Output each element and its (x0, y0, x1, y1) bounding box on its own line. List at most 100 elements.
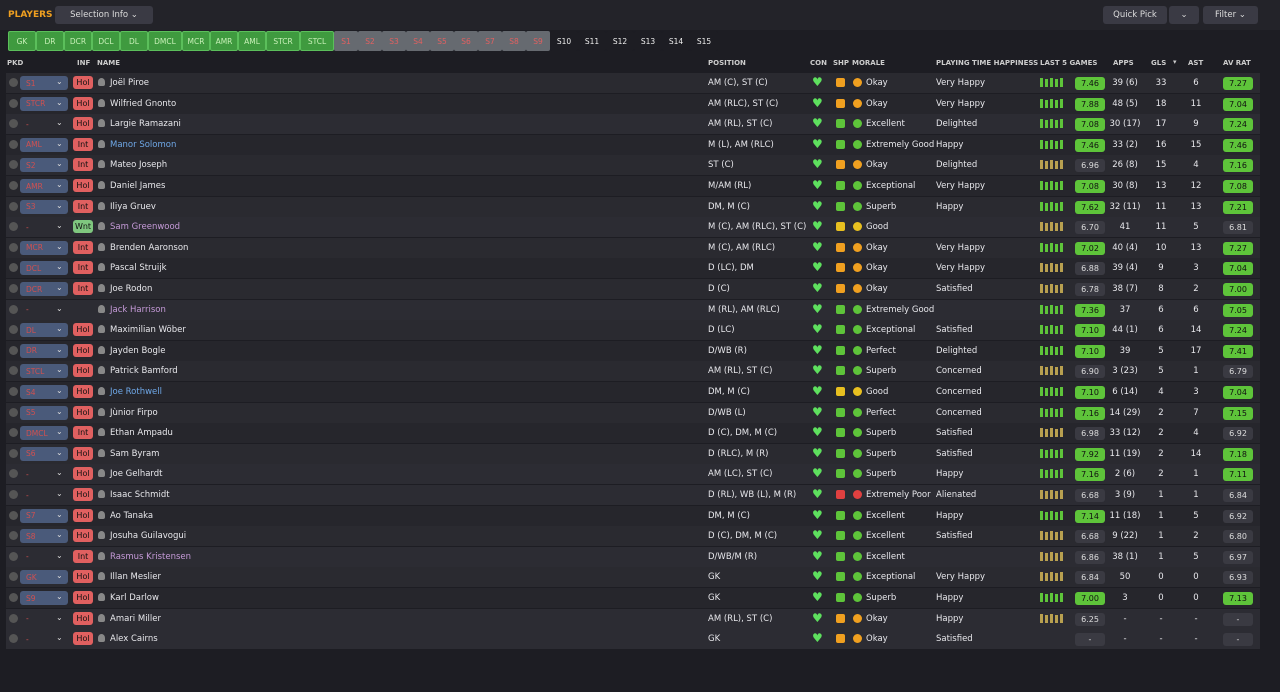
pick-selector[interactable]: AMR (20, 179, 68, 193)
position-slot[interactable]: S14 (662, 31, 690, 51)
player-row[interactable]: - ⌄ Hol Alex Cairns GK ♥ Okay Satisfied - - - - - (6, 629, 1260, 650)
position-slot[interactable]: MCR (182, 31, 210, 51)
player-row[interactable]: - ⌄ Hol Joe Gelhardt AM (LC), ST (C) ♥ Superb H… (6, 464, 1260, 485)
position-slot[interactable]: S4 (406, 31, 430, 51)
player-row[interactable]: S8 ⌄ Hol Josuha Guilavogui D (C), DM, M (C) ♥… (6, 526, 1260, 547)
pick-selector[interactable]: S7 (20, 508, 68, 523)
player-row[interactable]: DL ⌄ Hol Maximilian Wöber D (LC) ♥ Exceptional… (6, 320, 1260, 341)
quick-pick-menu[interactable]: ⌄ (1169, 6, 1199, 24)
position-slot[interactable]: S7 (478, 31, 502, 51)
position-slot[interactable]: DCL (92, 31, 120, 51)
position-slot[interactable]: DR (36, 31, 64, 51)
player-name[interactable]: Daniel James (110, 181, 166, 191)
pick-selector[interactable]: AML (20, 137, 68, 152)
pick-selector[interactable]: - (20, 467, 68, 482)
position-slot[interactable]: S9 (526, 31, 550, 51)
position-slot[interactable]: S12 (606, 31, 634, 51)
pick-selector[interactable]: MCR (20, 240, 68, 255)
player-name[interactable]: Pascal Struijk (110, 263, 167, 274)
pick-selector[interactable]: - (20, 632, 68, 647)
pick-selector[interactable]: - (20, 611, 68, 626)
player-row[interactable]: - ⌄ Int Rasmus Kristensen D/WB/M (R) ♥ Excelle… (6, 546, 1260, 567)
player-name[interactable]: Amari Miller (110, 613, 162, 624)
pick-selector[interactable]: GK (20, 570, 68, 585)
player-name[interactable]: Alex Cairns (110, 634, 158, 645)
player-name[interactable]: Patrick Bamford (110, 366, 178, 377)
position-slot[interactable]: DCR (64, 31, 92, 51)
position-slot[interactable]: S11 (578, 31, 606, 51)
player-name[interactable]: Jayden Bogle (110, 345, 166, 356)
player-name[interactable]: Karl Darlow (110, 593, 159, 603)
player-name[interactable]: Wilfried Gnonto (110, 98, 177, 109)
position-slot[interactable]: DMCL (148, 31, 182, 51)
player-row[interactable]: STCR ⌄ Hol Wilfried Gnonto AM (RLC), ST (C) ♥… (6, 93, 1260, 114)
player-name[interactable]: Brenden Aaronson (110, 242, 189, 253)
pick-selector[interactable]: DCL (20, 261, 68, 276)
player-row[interactable]: S5 ⌄ Hol Jùnior Firpo D/WB (L) ♥ Perfect Concer… (6, 402, 1260, 423)
pick-selector[interactable]: DL (20, 323, 68, 338)
player-name[interactable]: Ethan Ampadu (110, 428, 173, 439)
pick-selector[interactable]: S6 (20, 446, 68, 461)
player-name[interactable]: Illan Meslier (110, 572, 161, 583)
player-row[interactable]: DR ⌄ Hol Jayden Bogle D/WB (R) ♥ Perfect Deligh… (6, 340, 1260, 361)
player-name[interactable]: Isaac Schmidt (110, 490, 170, 500)
player-name[interactable]: Joël Piroe (110, 78, 150, 88)
player-name[interactable]: Sam Byram (110, 448, 160, 459)
player-name[interactable]: Iliya Gruev (110, 201, 156, 212)
pick-selector[interactable]: S4 (20, 385, 68, 399)
player-row[interactable]: STCL ⌄ Hol Patrick Bamford AM (RL), ST (C) ♥ S… (6, 361, 1260, 382)
player-row[interactable]: - ⌄ Hol Amari Miller AM (RL), ST (C) ♥ Okay Hap… (6, 608, 1260, 629)
player-row[interactable]: S2 ⌄ Int Mateo Joseph ST (C) ♥ Okay Delighted 6.… (6, 155, 1260, 176)
player-row[interactable]: - ⌄ Hol Largie Ramazani AM (RL), ST (C) ♥ Exce… (6, 114, 1260, 135)
player-row[interactable]: AML ⌄ Int Manor Solomon M (L), AM (RLC) ♥ Extr… (6, 134, 1260, 155)
pick-selector[interactable]: S3 (20, 199, 68, 214)
player-row[interactable]: - ⌄ Hol Isaac Schmidt D (RL), WB (L), M (R) ♥… (6, 485, 1260, 505)
player-name[interactable]: Manor Solomon (110, 139, 177, 150)
pick-selector[interactable]: STCR (20, 96, 68, 111)
filter[interactable]: Filter ⌄ (1203, 6, 1258, 24)
position-slot[interactable]: S3 (382, 31, 406, 51)
player-row[interactable]: S4 ⌄ Hol Joe Rothwell DM, M (C) ♥ Good Concerne… (6, 382, 1260, 402)
player-row[interactable]: S1 ⌄ Hol Joël Piroe AM (C), ST (C) ♥ Okay Very … (6, 73, 1260, 93)
position-slot[interactable]: S8 (502, 31, 526, 51)
position-slot[interactable]: AMR (210, 31, 238, 51)
selection-info[interactable]: Selection Info ⌄ (55, 6, 153, 24)
player-row[interactable]: DMCL ⌄ Int Ethan Ampadu D (C), DM, M (C) ♥ Sup… (6, 423, 1260, 444)
position-slot[interactable]: S10 (550, 31, 578, 51)
position-slot[interactable]: S15 (690, 31, 718, 51)
player-row[interactable]: S3 ⌄ Int Iliya Gruev DM, M (C) ♥ Superb Happy 7.… (6, 196, 1260, 217)
position-slot[interactable]: AML (238, 31, 266, 51)
player-row[interactable]: - ⌄ Wnt Sam Greenwood M (C), AM (RLC), ST (C… (6, 217, 1260, 238)
pick-selector[interactable]: S5 (20, 405, 68, 420)
position-slot[interactable]: DL (120, 31, 148, 51)
pick-selector[interactable]: S8 (20, 529, 68, 544)
player-name[interactable]: Maximilian Wöber (110, 325, 186, 336)
player-row[interactable]: S9 ⌄ Hol Karl Darlow GK ♥ Superb Happy 7.00 3 0 0 7.… (6, 588, 1260, 608)
player-name[interactable]: Joe Rodon (110, 284, 153, 294)
pick-selector[interactable]: S1 (20, 76, 68, 90)
player-name[interactable]: Largie Ramazani (110, 119, 181, 130)
quick-pick[interactable]: Quick Pick (1103, 6, 1167, 24)
position-slot[interactable]: S2 (358, 31, 382, 51)
player-row[interactable]: - ⌄ Jack Harrison M (RL), AM (RLC) ♥ Extremel… (6, 299, 1260, 320)
pick-selector[interactable]: DMCL (20, 426, 68, 441)
position-slot[interactable]: GK (8, 31, 36, 51)
player-name[interactable]: Josuha Guilavogui (110, 531, 187, 542)
player-row[interactable]: DCR ⌄ Int Joe Rodon D (C) ♥ Okay Satisfied 6.78 3… (6, 279, 1260, 299)
player-name[interactable]: Mateo Joseph (110, 160, 168, 171)
player-row[interactable]: MCR ⌄ Int Brenden Aaronson M (C), AM (RLC) ♥ O… (6, 237, 1260, 258)
pick-selector[interactable]: STCL (20, 364, 68, 379)
player-name[interactable]: Jùnior Firpo (110, 407, 158, 418)
player-name[interactable]: Jack Harrison (110, 304, 166, 315)
pick-selector[interactable]: S9 (20, 591, 68, 605)
position-slot[interactable]: S5 (430, 31, 454, 51)
player-name[interactable]: Joe Gelhardt (110, 469, 163, 480)
player-name[interactable]: Joe Rothwell (110, 387, 162, 397)
position-slot[interactable]: S1 (334, 31, 358, 51)
pick-selector[interactable]: DCR (20, 282, 68, 296)
position-slot[interactable]: S6 (454, 31, 478, 51)
pick-selector[interactable]: - (20, 302, 68, 317)
player-row[interactable]: AMR ⌄ Hol Daniel James M/AM (RL) ♥ Exceptional… (6, 176, 1260, 196)
player-row[interactable]: GK ⌄ Hol Illan Meslier GK ♥ Exceptional Very Ha… (6, 567, 1260, 588)
pick-selector[interactable]: - (20, 117, 68, 132)
